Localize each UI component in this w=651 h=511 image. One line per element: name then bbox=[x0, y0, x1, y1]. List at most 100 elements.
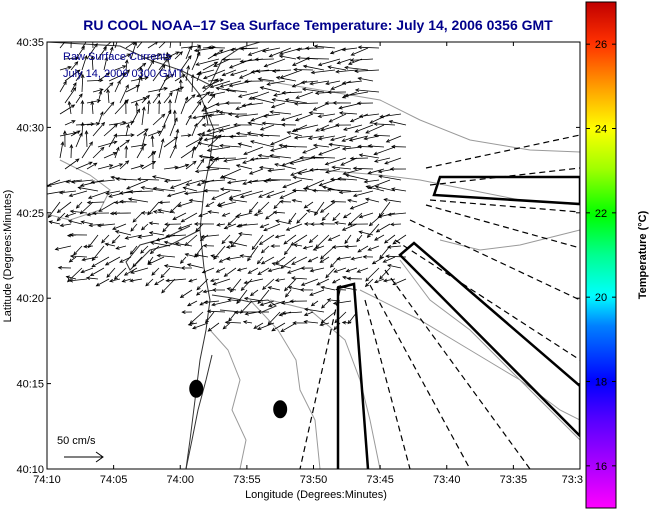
current-vector-head bbox=[205, 203, 210, 207]
current-vector bbox=[66, 276, 77, 280]
current-vector bbox=[128, 198, 149, 203]
current-vector bbox=[163, 166, 178, 170]
current-vector bbox=[141, 53, 162, 60]
current-vector bbox=[258, 78, 275, 82]
current-vector bbox=[185, 115, 192, 126]
current-vectors bbox=[47, 38, 407, 333]
current-vector-head bbox=[303, 307, 309, 312]
current-vector-head bbox=[184, 252, 189, 257]
current-vector-head bbox=[68, 258, 73, 263]
current-vector bbox=[258, 154, 281, 159]
current-vector bbox=[379, 267, 391, 280]
current-vector bbox=[368, 179, 391, 189]
current-vector-head bbox=[118, 163, 124, 167]
current-vector-head bbox=[169, 38, 172, 41]
current-vector-head bbox=[124, 236, 129, 240]
dashed-line bbox=[425, 134, 580, 169]
current-vector-head bbox=[213, 255, 218, 260]
current-vector-head bbox=[259, 224, 264, 229]
colorbar-tick-label: 24 bbox=[595, 124, 607, 136]
buoy-marker bbox=[273, 400, 288, 419]
current-vector bbox=[373, 146, 396, 155]
current-vector bbox=[282, 311, 303, 314]
current-vector bbox=[226, 245, 237, 248]
current-vector-head bbox=[76, 69, 81, 74]
current-vector bbox=[75, 93, 83, 104]
current-vector bbox=[310, 168, 330, 171]
current-vector-head bbox=[318, 182, 323, 187]
current-vector-head bbox=[106, 88, 110, 93]
current-vector bbox=[166, 52, 171, 71]
current-vector-head bbox=[197, 44, 202, 49]
current-vector-head bbox=[365, 130, 370, 134]
current-vector bbox=[282, 91, 303, 94]
current-vector bbox=[271, 322, 286, 332]
current-vector-head bbox=[184, 242, 189, 247]
current-vector bbox=[97, 141, 117, 148]
current-vector bbox=[263, 223, 281, 231]
current-vector-head bbox=[239, 59, 244, 64]
current-vector-head bbox=[338, 190, 343, 195]
current-vector bbox=[115, 230, 132, 236]
current-vector-head bbox=[197, 70, 202, 76]
current-vector-head bbox=[305, 46, 310, 51]
current-vector bbox=[217, 201, 226, 206]
current-vector-head bbox=[117, 79, 121, 85]
current-vector bbox=[86, 100, 101, 104]
current-vector bbox=[284, 278, 297, 291]
current-vector bbox=[335, 222, 347, 225]
current-vector-head bbox=[221, 213, 226, 217]
current-vector-head bbox=[207, 327, 212, 332]
current-vector bbox=[158, 138, 164, 159]
current-vector bbox=[153, 211, 165, 214]
current-vector-head bbox=[198, 213, 203, 218]
current-vector-head bbox=[47, 183, 49, 188]
current-vector-head bbox=[151, 271, 156, 276]
current-vector-head bbox=[243, 280, 248, 285]
current-vector bbox=[49, 221, 61, 225]
current-vector bbox=[64, 158, 80, 170]
current-vector-head bbox=[219, 187, 225, 192]
current-vector bbox=[228, 299, 242, 302]
current-vector-head bbox=[309, 81, 314, 86]
current-vector bbox=[355, 124, 374, 133]
current-vector bbox=[339, 112, 358, 115]
current-vector bbox=[87, 201, 105, 204]
current-vector bbox=[257, 289, 270, 304]
current-vector-head bbox=[382, 259, 387, 263]
current-vector-head bbox=[214, 78, 219, 83]
current-vector-head bbox=[391, 144, 396, 149]
current-vector bbox=[391, 188, 407, 192]
current-vector-head bbox=[331, 245, 337, 249]
current-vector bbox=[188, 278, 198, 282]
current-vector-head bbox=[187, 302, 192, 307]
current-vector bbox=[211, 190, 231, 200]
current-vector-head bbox=[86, 212, 91, 217]
current-vector-head bbox=[321, 304, 326, 309]
current-vector bbox=[147, 100, 150, 115]
current-vector-head bbox=[342, 214, 348, 219]
current-vector-head bbox=[80, 269, 85, 274]
current-vector-head bbox=[385, 254, 390, 259]
current-vector-head bbox=[203, 104, 208, 109]
current-vector-head bbox=[122, 120, 127, 125]
current-vector-head bbox=[151, 150, 155, 155]
current-vector bbox=[112, 223, 127, 230]
current-vector bbox=[119, 121, 134, 126]
current-vector bbox=[280, 190, 297, 199]
current-vector-head bbox=[289, 161, 294, 165]
current-vector-head bbox=[291, 62, 297, 66]
current-vector-head bbox=[195, 227, 200, 232]
current-vector bbox=[169, 42, 172, 49]
current-vector bbox=[243, 146, 264, 155]
current-vector bbox=[185, 161, 197, 170]
current-vector bbox=[365, 198, 380, 203]
current-vector bbox=[333, 300, 352, 305]
current-vector-head bbox=[239, 254, 244, 258]
current-vector-head bbox=[247, 52, 252, 56]
current-vector bbox=[275, 256, 286, 265]
current-vector-head bbox=[373, 151, 378, 156]
current-vector-head bbox=[247, 257, 251, 262]
current-vector-head bbox=[341, 81, 347, 85]
current-vector-head bbox=[285, 227, 291, 231]
